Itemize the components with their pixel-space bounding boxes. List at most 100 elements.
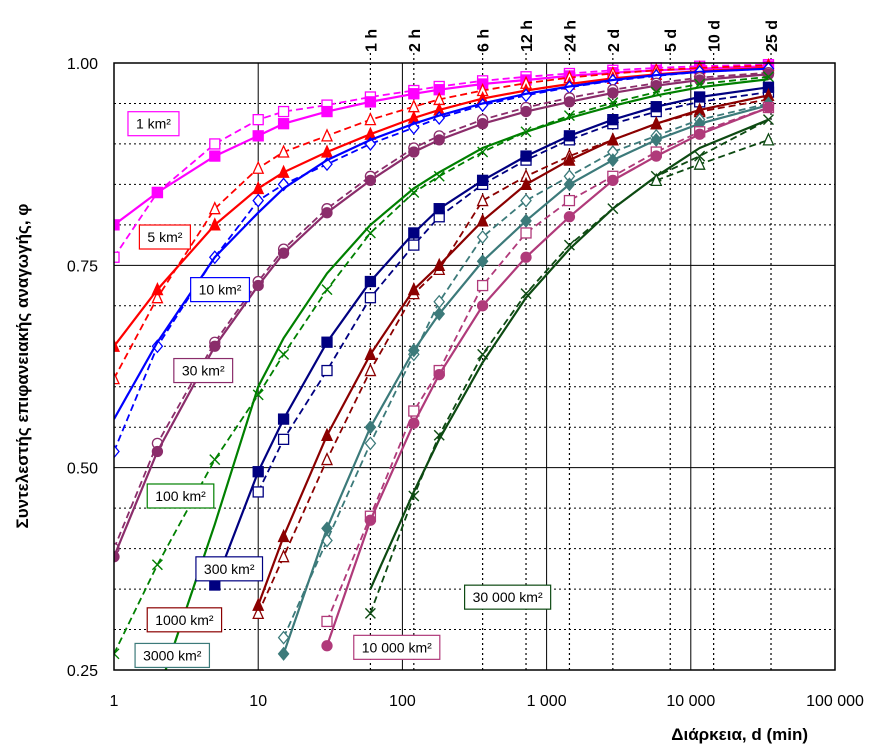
data-point <box>476 279 489 292</box>
series-dashed-line <box>114 64 769 380</box>
series-dashed-line <box>114 75 769 655</box>
data-point <box>114 338 121 352</box>
data-point <box>277 118 290 130</box>
data-point <box>520 213 532 228</box>
data-point <box>151 290 164 304</box>
data-point <box>277 413 290 425</box>
series-dashed-line <box>282 102 769 638</box>
data-point <box>408 239 420 251</box>
data-point <box>321 615 333 628</box>
data-point <box>364 96 377 108</box>
data-point <box>364 275 377 288</box>
data-point <box>476 254 489 269</box>
data-point <box>321 364 333 377</box>
data-point <box>277 549 290 563</box>
x-tick-label: 1 000 <box>527 693 567 710</box>
x-tick-label: 100 <box>389 693 416 710</box>
data-point <box>607 174 619 187</box>
data-point <box>364 346 377 361</box>
data-point <box>520 105 532 118</box>
data-point <box>277 247 290 259</box>
data-point <box>114 371 121 385</box>
series-label-text: 1 km² <box>136 116 171 132</box>
series-label: 100 km² <box>146 483 215 509</box>
data-point <box>476 213 489 227</box>
data-point <box>114 251 120 263</box>
data-point <box>650 150 662 162</box>
series-label: 3000 km² <box>134 642 211 669</box>
series-solid-line <box>164 78 769 670</box>
series-solid-line <box>114 66 769 347</box>
data-point <box>694 91 706 103</box>
data-point <box>606 153 619 168</box>
data-point <box>320 427 334 441</box>
data-point <box>209 579 221 591</box>
grid <box>114 63 835 670</box>
data-point <box>520 193 532 208</box>
duration-marker-label: 1 h <box>363 29 380 52</box>
data-point <box>114 551 120 563</box>
series-label-text: 100 km² <box>155 488 206 504</box>
data-point <box>433 134 445 146</box>
duration-marker-label: 12 h <box>519 20 536 52</box>
series-label-box <box>195 556 264 582</box>
data-point <box>476 118 489 130</box>
data-point <box>277 433 290 445</box>
data-point <box>278 348 290 360</box>
data-point <box>277 528 290 543</box>
series-label-box <box>146 483 215 509</box>
duration-marker-label: 6 h <box>476 29 493 52</box>
series-group <box>114 57 775 670</box>
data-point <box>321 336 333 348</box>
series-label-text: 10 000 km² <box>362 639 432 655</box>
series-solid-line <box>257 94 769 606</box>
data-point <box>563 194 576 207</box>
data-point <box>520 251 532 263</box>
data-point <box>408 417 420 429</box>
plot-frame <box>113 62 836 671</box>
series <box>209 81 775 591</box>
data-point <box>151 445 164 458</box>
data-point <box>563 177 576 192</box>
series-label-text: 30 km² <box>182 363 225 379</box>
series-dashed-line <box>114 67 769 452</box>
series <box>114 71 774 670</box>
data-point <box>694 128 706 140</box>
series-dashed-line <box>326 106 769 622</box>
series <box>252 87 775 619</box>
data-point <box>563 152 576 166</box>
data-point <box>693 156 706 170</box>
data-point <box>407 343 420 358</box>
data-point <box>277 646 290 661</box>
data-point <box>277 164 290 178</box>
series-solid-line <box>213 86 769 586</box>
duration-marker-label: 24 h <box>562 20 579 52</box>
series-solid-line <box>369 118 769 590</box>
data-point <box>476 193 489 207</box>
x-tick-label: 10 <box>249 693 267 710</box>
series-label: 1000 km² <box>146 607 223 633</box>
data-point <box>433 203 445 215</box>
data-point <box>277 105 290 118</box>
data-point <box>408 227 420 239</box>
data-point <box>252 466 264 478</box>
series-label: 5 km² <box>138 224 191 250</box>
data-point <box>364 292 377 304</box>
data-point <box>252 160 265 174</box>
data-point <box>252 597 265 611</box>
series-solid-line <box>114 67 769 420</box>
series <box>364 114 775 619</box>
series-label: 300 km² <box>195 556 264 582</box>
data-point <box>433 368 445 381</box>
data-point <box>252 193 265 208</box>
duration-marker-label: 5 d <box>663 29 680 52</box>
data-point <box>563 96 576 108</box>
data-point <box>364 112 377 126</box>
data-point <box>408 88 420 100</box>
series-dashed-line <box>114 71 769 549</box>
x-tick-label: 1 <box>110 693 119 710</box>
series-label-text: 300 km² <box>204 561 255 577</box>
series-label-box <box>134 642 211 669</box>
data-point <box>650 172 663 187</box>
data-point <box>321 284 333 296</box>
